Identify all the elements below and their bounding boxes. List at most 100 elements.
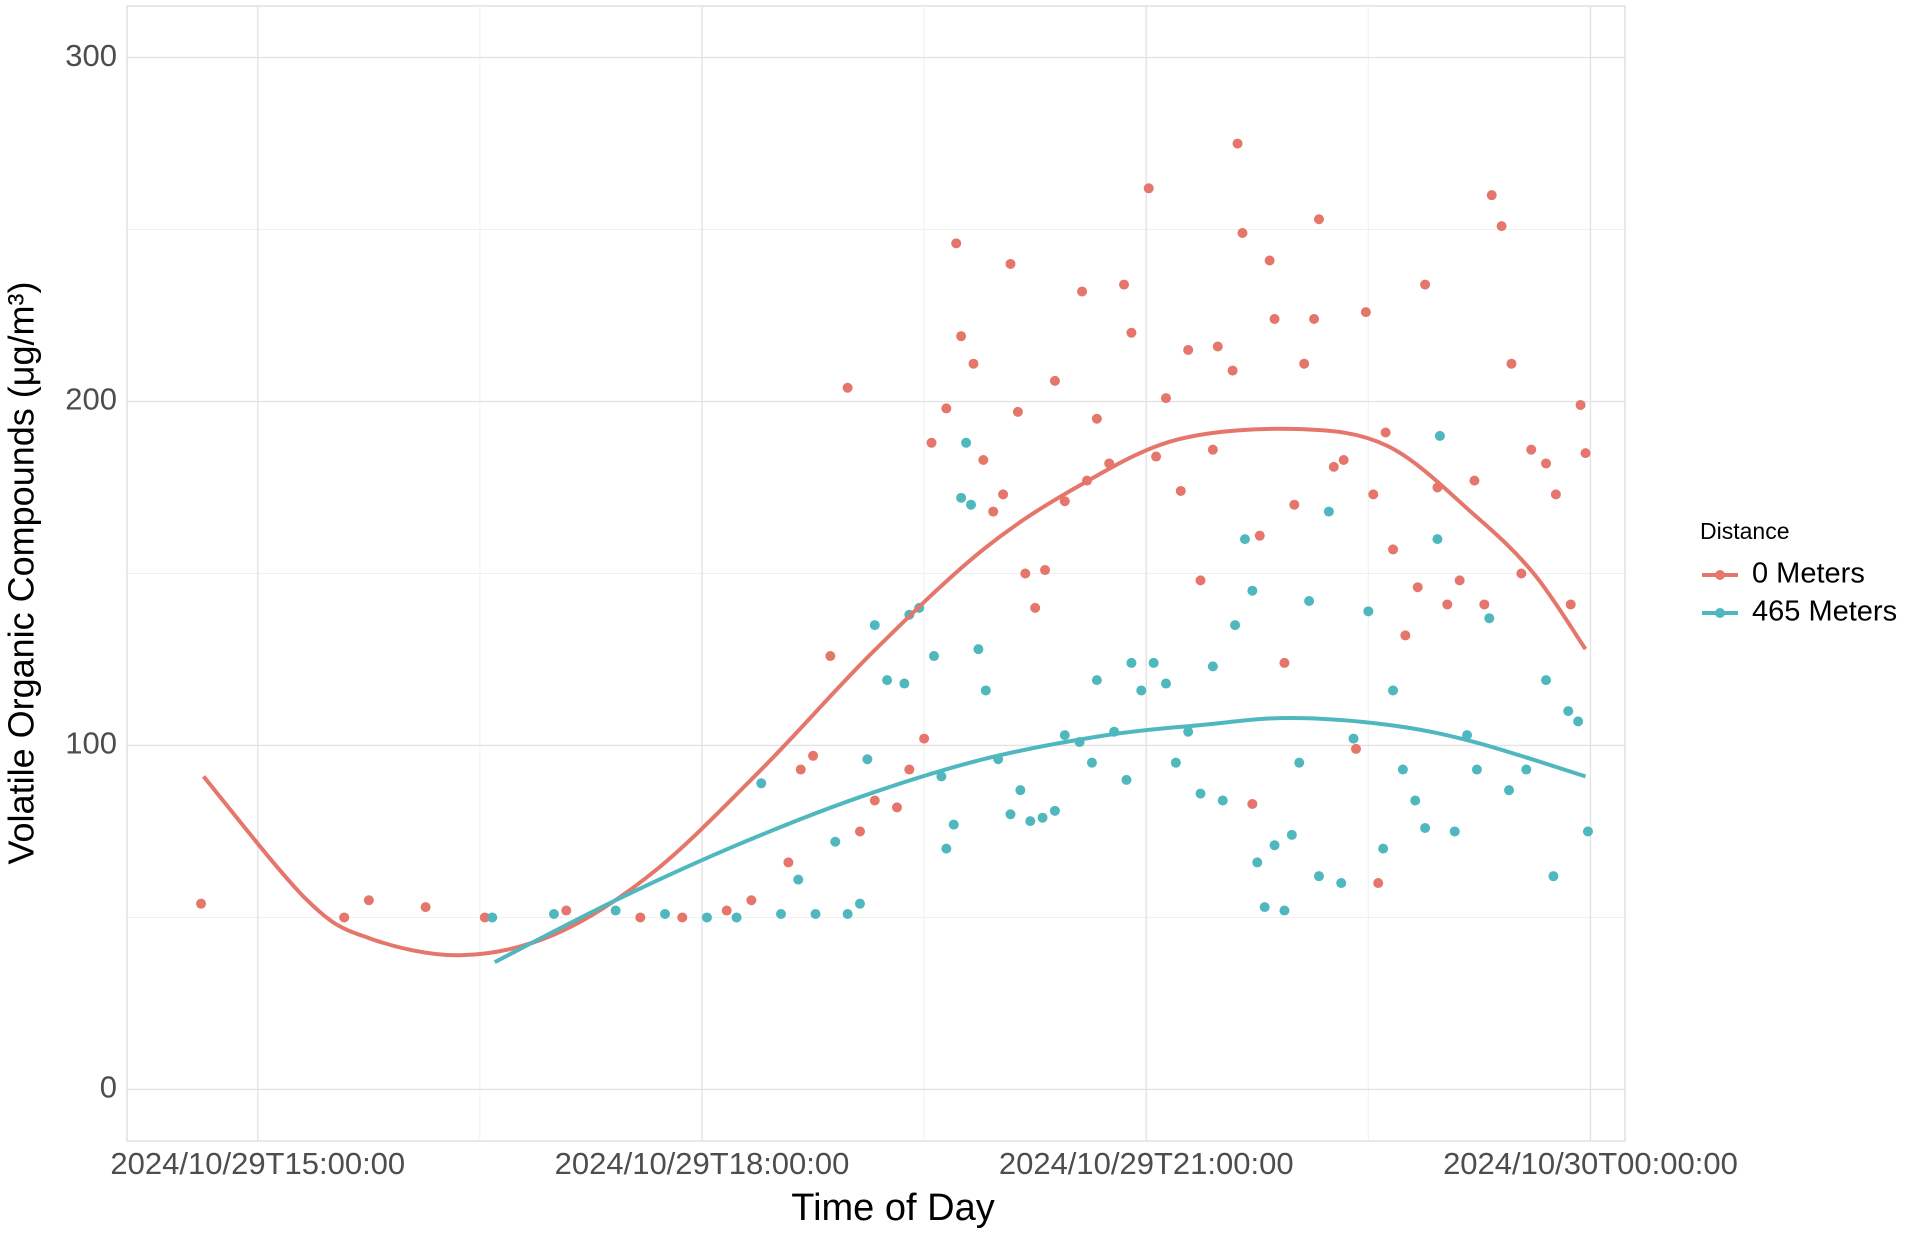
data-point: [479, 912, 490, 923]
data-point: [1563, 706, 1574, 717]
data-point: [966, 499, 977, 510]
data-point: [1160, 393, 1171, 404]
legend-label: 0 Meters: [1752, 558, 1865, 590]
data-point: [1059, 730, 1070, 741]
data-point: [1388, 544, 1399, 555]
data-point: [635, 912, 646, 923]
data-point: [1195, 575, 1206, 586]
data-point: [793, 874, 804, 885]
data-point: [1269, 840, 1280, 851]
data-point: [936, 771, 947, 782]
data-point: [899, 678, 910, 689]
data-point: [1077, 286, 1088, 297]
data-point: [1328, 461, 1339, 472]
data-point: [1037, 812, 1048, 823]
x-tick-label: 2024/10/29T15:00:00: [110, 1146, 405, 1181]
data-point: [1420, 279, 1431, 290]
data-point: [1252, 857, 1263, 868]
data-point: [904, 764, 915, 775]
data-point: [1015, 785, 1026, 796]
data-point: [1469, 475, 1480, 486]
data-point: [1479, 599, 1490, 610]
legend-key-point: [1715, 570, 1725, 580]
data-point: [1580, 448, 1591, 459]
data-point: [980, 685, 991, 696]
legend-key-point: [1715, 608, 1725, 618]
data-point: [1506, 358, 1517, 369]
data-point: [1313, 214, 1324, 225]
data-point: [610, 905, 621, 916]
data-point: [548, 909, 559, 919]
data-point: [891, 802, 902, 813]
data-point: [941, 403, 952, 414]
data-point: [1388, 685, 1399, 696]
data-point: [869, 795, 880, 806]
data-point: [1148, 657, 1159, 668]
data-point: [339, 912, 350, 923]
data-point: [1397, 764, 1408, 775]
y-axis-title: Volatile Organic Compounds (μg/m³): [1, 282, 42, 865]
data-point: [973, 644, 984, 655]
data-point: [1025, 816, 1036, 827]
data-point: [1279, 657, 1290, 668]
data-point: [882, 675, 893, 686]
data-point: [1575, 399, 1586, 410]
data-point: [1336, 878, 1347, 889]
data-point: [928, 651, 939, 662]
data-point: [1412, 582, 1423, 593]
data-point: [783, 857, 794, 868]
data-point: [1286, 829, 1297, 840]
data-point: [1496, 221, 1507, 232]
data-point: [951, 238, 962, 249]
data-point: [1279, 905, 1290, 916]
data-point: [1012, 406, 1023, 417]
x-tick-label: 2024/10/30T00:00:00: [1443, 1146, 1738, 1181]
data-point: [961, 437, 972, 448]
data-point: [1059, 496, 1070, 507]
x-tick-label: 2024/10/29T21:00:00: [999, 1146, 1294, 1181]
trend-line: [201, 426, 1588, 958]
data-point: [1521, 764, 1532, 775]
data-point: [1299, 358, 1310, 369]
data-point: [1230, 620, 1241, 631]
y-tick-label: 0: [100, 1070, 117, 1105]
data-point: [1313, 871, 1324, 882]
data-point: [1309, 313, 1320, 324]
data-point: [956, 492, 967, 503]
x-axis-title: Time of Day: [791, 1187, 994, 1229]
data-point: [1378, 843, 1389, 854]
data-point: [1212, 341, 1223, 352]
data-point: [1432, 534, 1443, 545]
data-point: [810, 909, 821, 919]
data-point: [1304, 596, 1315, 607]
data-point: [1471, 764, 1482, 775]
y-tick-label: 300: [65, 38, 117, 73]
data-point: [988, 506, 999, 517]
data-point: [1541, 458, 1552, 469]
data-point: [1183, 726, 1194, 737]
data-point: [659, 909, 670, 919]
data-point: [1294, 757, 1305, 768]
legend-title: Distance: [1700, 518, 1789, 544]
data-point: [998, 489, 1009, 500]
data-point: [1442, 599, 1453, 610]
data-point: [842, 909, 853, 919]
data-point: [1410, 795, 1421, 806]
data-point: [731, 912, 742, 923]
data-point: [1175, 485, 1186, 496]
data-point: [1486, 190, 1497, 201]
data-point: [1363, 606, 1374, 617]
data-point: [756, 778, 767, 789]
data-point: [1237, 228, 1248, 238]
data-point: [1126, 327, 1137, 338]
data-point: [363, 895, 374, 906]
data-point: [854, 898, 865, 909]
data-point: [919, 733, 930, 744]
data-point: [1582, 826, 1593, 837]
data-point: [1030, 602, 1041, 613]
data-point: [1136, 685, 1147, 696]
data-point: [775, 909, 786, 919]
data-point: [1232, 138, 1243, 149]
data-point: [1195, 788, 1206, 799]
